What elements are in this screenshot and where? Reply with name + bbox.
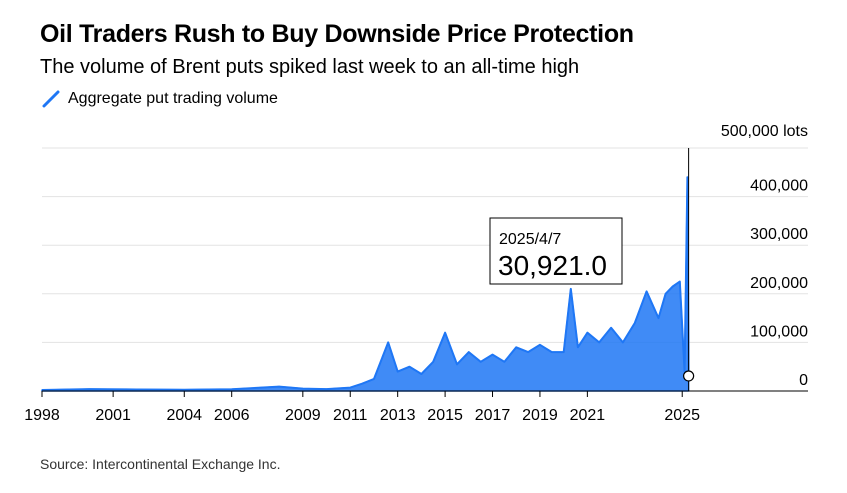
- y-tick-label: 400,000: [750, 178, 808, 195]
- legend-line-icon: [42, 90, 60, 108]
- x-tick-label: 2025: [664, 407, 700, 424]
- series-line: [41, 176, 690, 391]
- x-tick-label: 2006: [214, 407, 250, 424]
- x-tick-label: 2015: [427, 407, 463, 424]
- x-tick-label: 2004: [166, 407, 202, 424]
- y-tick-label: 100,000: [750, 323, 808, 340]
- x-tick-label: 1998: [24, 407, 60, 424]
- chart-title: Oil Traders Rush to Buy Downside Price P…: [40, 20, 634, 48]
- legend: Aggregate put trading volume: [42, 90, 278, 108]
- crosshair-marker: [683, 370, 695, 382]
- legend-label: Aggregate put trading volume: [68, 90, 278, 107]
- tooltip-box: [489, 217, 623, 285]
- x-tick-label: 2021: [570, 407, 606, 424]
- x-tick-label: 2017: [475, 407, 511, 424]
- x-tick-label: 2013: [380, 407, 416, 424]
- x-tick-label: 2019: [522, 407, 558, 424]
- y-tick-label: 0: [799, 372, 808, 389]
- chart-subtitle: The volume of Brent puts spiked last wee…: [40, 56, 580, 78]
- x-tick-label: 2001: [95, 407, 131, 424]
- y-tick-label: 500,000 lots: [721, 123, 808, 140]
- x-tick-label: 2009: [285, 407, 321, 424]
- tooltip-date: 2025/4/7: [499, 231, 561, 248]
- tooltip-value: 30,921.0: [498, 250, 607, 281]
- y-tick-label: 200,000: [750, 275, 808, 292]
- y-tick-label: 300,000: [750, 226, 808, 243]
- source-note: Source: Intercontinental Exchange Inc.: [40, 456, 281, 472]
- x-tick-label: 2011: [333, 407, 368, 424]
